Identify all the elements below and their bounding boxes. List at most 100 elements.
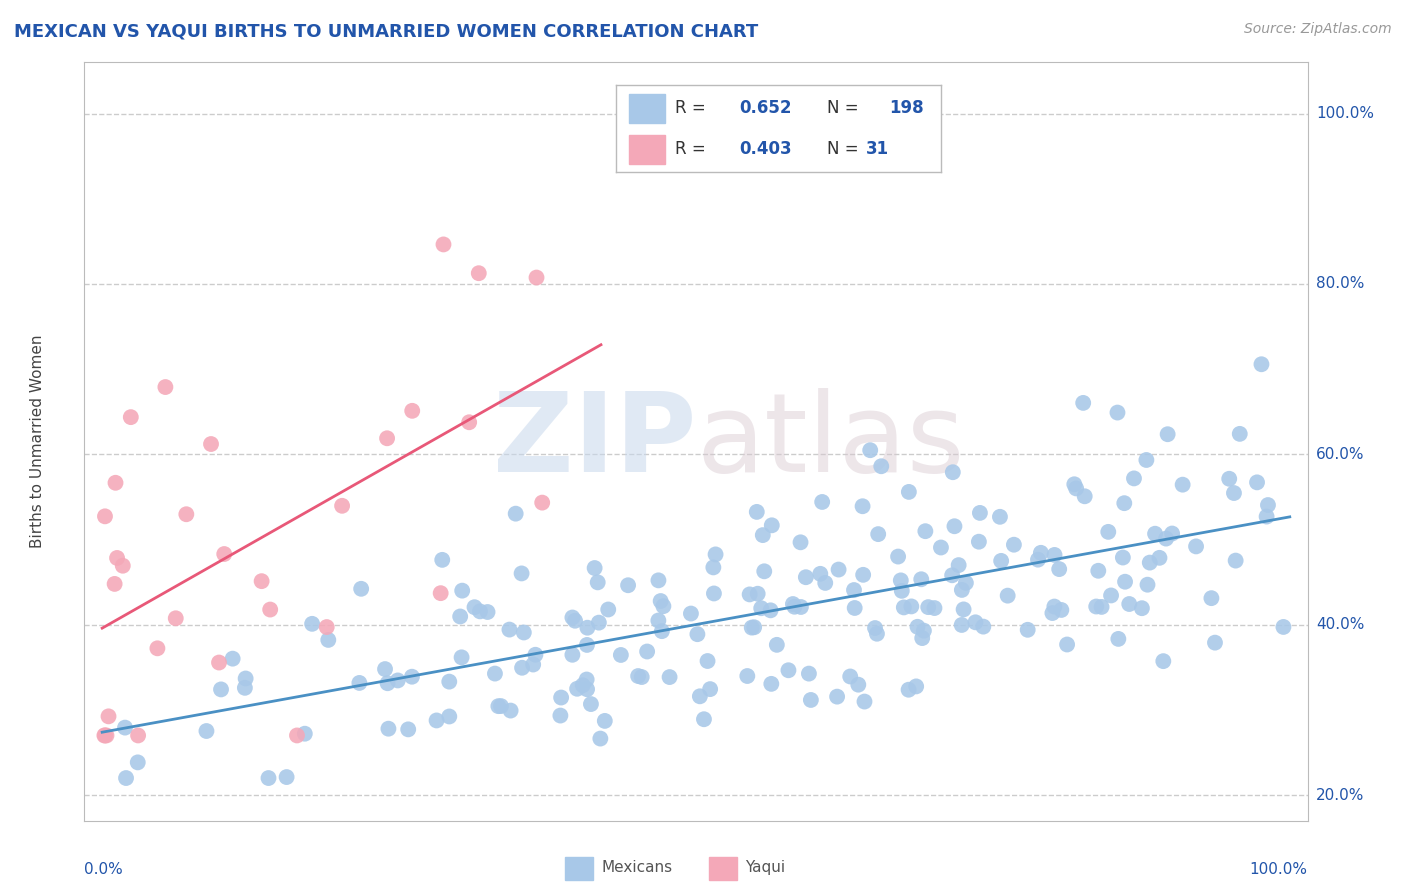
Point (165, 611, 187, 625)
Point (221, 651, 243, 665)
Point (924, 601, 946, 615)
Point (897, 682, 920, 697)
Point (907, 620, 929, 634)
Point (814, 575, 837, 590)
Point (294, 727, 316, 741)
Point (658, 670, 681, 684)
Point (468, 266, 491, 280)
Point (950, 582, 973, 597)
Point (396, 723, 419, 737)
Point (257, 771, 280, 785)
Point (96, 728, 118, 742)
Point (250, 574, 273, 589)
Point (484, 666, 506, 681)
Point (146, 641, 169, 656)
Point (997, 589, 1019, 603)
Point (783, 599, 806, 614)
Point (429, 586, 451, 600)
Point (315, 620, 337, 634)
Point (738, 587, 761, 601)
Point (550, 690, 572, 705)
Point (576, 682, 599, 697)
Point (952, 602, 974, 616)
Point (1218, 472, 1240, 486)
Point (377, 722, 399, 736)
Point (510, 661, 533, 675)
Point (350, 582, 373, 596)
Point (745, 505, 768, 519)
Text: Source: ZipAtlas.com: Source: ZipAtlas.com (1244, 22, 1392, 37)
Point (94, 509, 117, 524)
Point (1185, 540, 1208, 554)
Point (1257, 498, 1279, 512)
Point (794, 570, 817, 584)
Point (377, 676, 399, 690)
Point (790, 599, 813, 614)
Point (499, 704, 522, 718)
Point (652, 599, 675, 614)
Point (969, 506, 991, 520)
Point (432, 237, 454, 252)
Point (1246, 475, 1268, 490)
Point (127, 728, 149, 742)
Point (477, 605, 499, 619)
Point (941, 568, 963, 582)
Point (1114, 574, 1136, 589)
Point (704, 548, 727, 562)
Point (1087, 564, 1109, 578)
Point (498, 623, 520, 637)
Point (576, 621, 599, 635)
Point (105, 551, 128, 566)
Point (451, 583, 474, 598)
Point (917, 600, 939, 615)
Point (401, 404, 423, 418)
Point (852, 567, 875, 582)
Point (890, 574, 912, 588)
Point (627, 669, 650, 683)
Text: 0.0%: 0.0% (84, 863, 124, 878)
Point (689, 690, 711, 704)
Text: ZIP: ZIP (492, 388, 696, 495)
Point (1144, 526, 1167, 541)
Point (636, 644, 658, 658)
Point (1135, 453, 1157, 467)
Point (439, 709, 461, 723)
Point (1043, 548, 1066, 562)
Point (426, 714, 449, 728)
Point (176, 508, 198, 522)
Point (679, 607, 702, 621)
Point (741, 621, 763, 635)
Point (761, 677, 783, 691)
Point (1229, 426, 1251, 441)
Point (839, 669, 862, 683)
Point (1161, 526, 1184, 541)
Point (914, 524, 936, 539)
Point (859, 443, 882, 458)
Point (948, 558, 970, 573)
Point (800, 693, 823, 707)
Point (890, 583, 912, 598)
Point (401, 670, 423, 684)
Point (1250, 357, 1272, 371)
Point (905, 680, 928, 694)
Point (579, 697, 602, 711)
Point (565, 681, 588, 696)
Text: 100.0%: 100.0% (1316, 106, 1374, 121)
Point (1017, 623, 1039, 637)
Point (797, 666, 820, 681)
Point (693, 712, 716, 726)
Point (561, 648, 583, 662)
Point (702, 560, 724, 574)
Point (965, 615, 987, 630)
Point (330, 499, 353, 513)
Point (200, 437, 222, 451)
Point (1139, 556, 1161, 570)
Point (458, 415, 481, 429)
Point (912, 624, 935, 638)
Point (699, 682, 721, 697)
Point (866, 626, 889, 640)
Point (588, 615, 610, 630)
Point (950, 618, 973, 632)
Point (766, 638, 789, 652)
Point (104, 577, 127, 591)
